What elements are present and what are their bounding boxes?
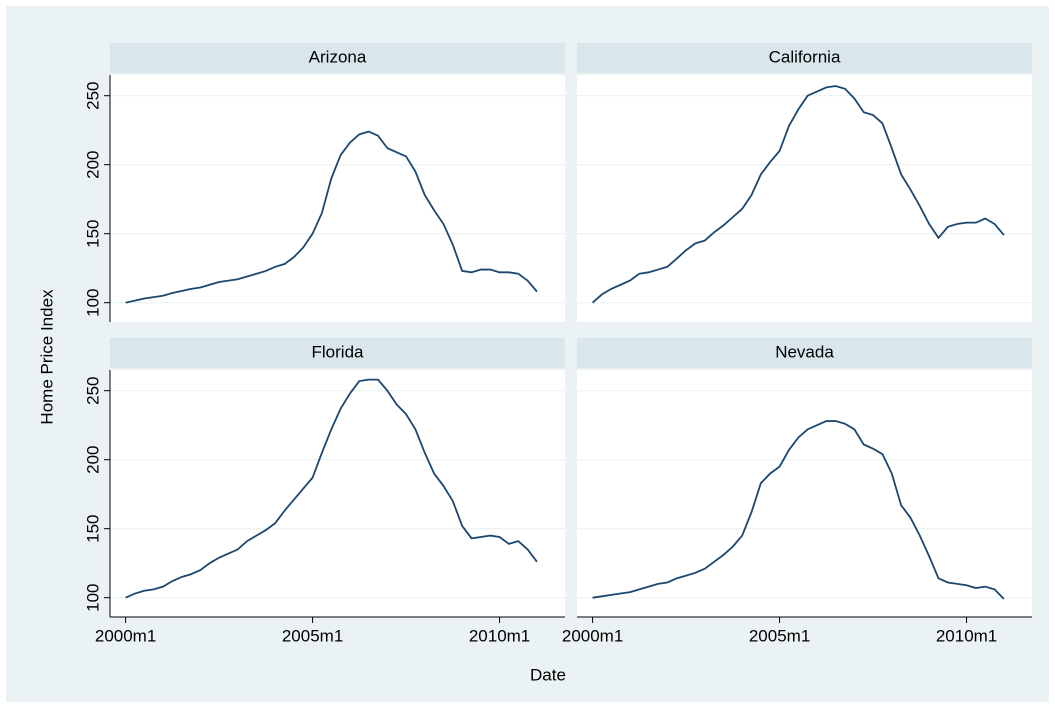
x-tick-label: 2000m1 (562, 626, 623, 645)
plot-region (110, 370, 565, 617)
y-tick-label: 150 (83, 514, 102, 542)
y-tick-label: 100 (83, 288, 102, 316)
y-tick-label: 200 (83, 151, 102, 179)
y-tick-label: 250 (83, 82, 102, 110)
line-series (125, 130, 538, 304)
panel-header (577, 43, 1032, 73)
line-series (592, 420, 1005, 600)
y-tick-label: 200 (83, 446, 102, 474)
panel-title: California (769, 47, 841, 66)
x-axis-label: Date (530, 665, 566, 684)
panel-title: Florida (312, 342, 365, 361)
panel-header (577, 338, 1032, 368)
panel-header (110, 338, 565, 368)
y-tick-label: 150 (83, 219, 102, 247)
y-tick-label: 100 (83, 583, 102, 611)
y-tick-label: 250 (83, 377, 102, 405)
plot-region (577, 370, 1032, 617)
panel-header (110, 43, 565, 73)
x-tick-label: 2010m1 (936, 626, 997, 645)
y-axis-label: Home Price Index (37, 289, 56, 425)
plot-region (577, 75, 1032, 322)
x-tick-label: 2005m1 (749, 626, 810, 645)
x-tick-label: 2000m1 (95, 626, 156, 645)
panel-title: Arizona (309, 47, 367, 66)
line-series (591, 85, 1005, 304)
x-tick-label: 2010m1 (469, 626, 530, 645)
panel-title: Nevada (775, 342, 834, 361)
line-series (125, 378, 538, 599)
x-tick-label: 2005m1 (282, 626, 343, 645)
plot-region (110, 75, 565, 322)
